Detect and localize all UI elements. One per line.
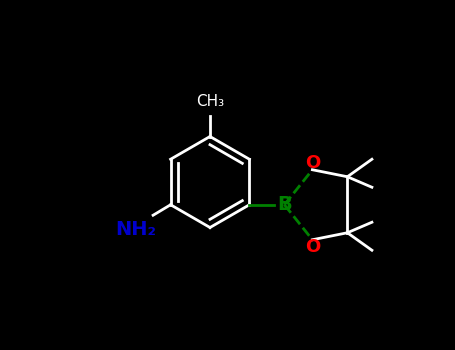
Text: B: B <box>277 195 292 214</box>
Text: NH₂: NH₂ <box>115 220 156 239</box>
Text: O: O <box>305 238 320 256</box>
Text: CH₃: CH₃ <box>196 94 224 109</box>
Text: O: O <box>305 154 320 172</box>
